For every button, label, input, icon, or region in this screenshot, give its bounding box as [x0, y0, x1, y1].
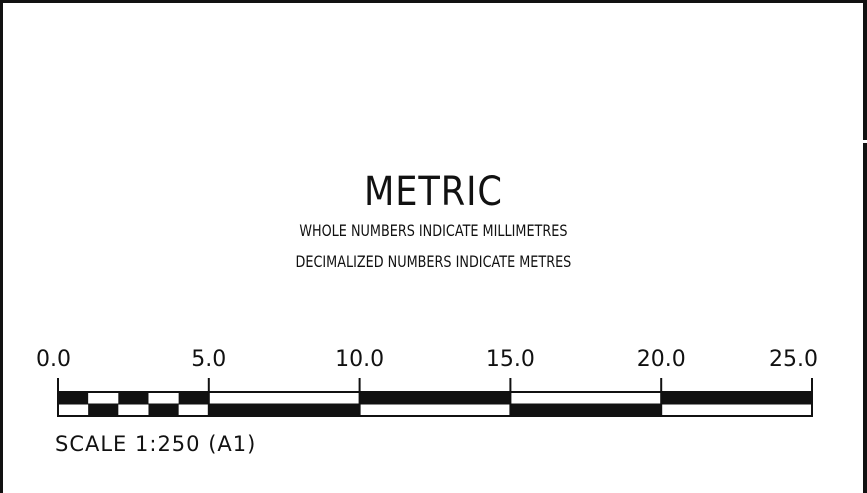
title: METRIC [364, 169, 503, 215]
scale-tick-label: 25.0 [769, 347, 818, 372]
scale-segment [58, 392, 89, 404]
scale-segment [118, 404, 148, 416]
scale-segment [208, 404, 360, 416]
scale-segment [88, 404, 119, 416]
scale-segment [661, 392, 812, 404]
scale-segment [178, 392, 209, 404]
subtitle-metres: DECIMALIZED NUMBERS INDICATE METRES [295, 252, 572, 271]
scale-caption: SCALE 1:250 (A1) [55, 432, 257, 456]
subtitle-millimetres: WHOLE NUMBERS INDICATE MILLIMETRES [299, 221, 568, 240]
scale-tick-label: 5.0 [191, 347, 226, 372]
scale-segment [88, 392, 118, 404]
scale-segment [118, 392, 149, 404]
scale-segment [58, 404, 88, 416]
scale-tick-label: 15.0 [486, 347, 535, 372]
scale-segment [148, 392, 178, 404]
scale-segment [179, 404, 209, 416]
scale-segment [148, 404, 179, 416]
scale-tick-label: 0.0 [36, 347, 71, 372]
scale-tick-label: 20.0 [637, 347, 686, 372]
scale-segment [359, 392, 511, 404]
scale-tick-label: 10.0 [335, 347, 384, 372]
scale-segment [510, 404, 662, 416]
